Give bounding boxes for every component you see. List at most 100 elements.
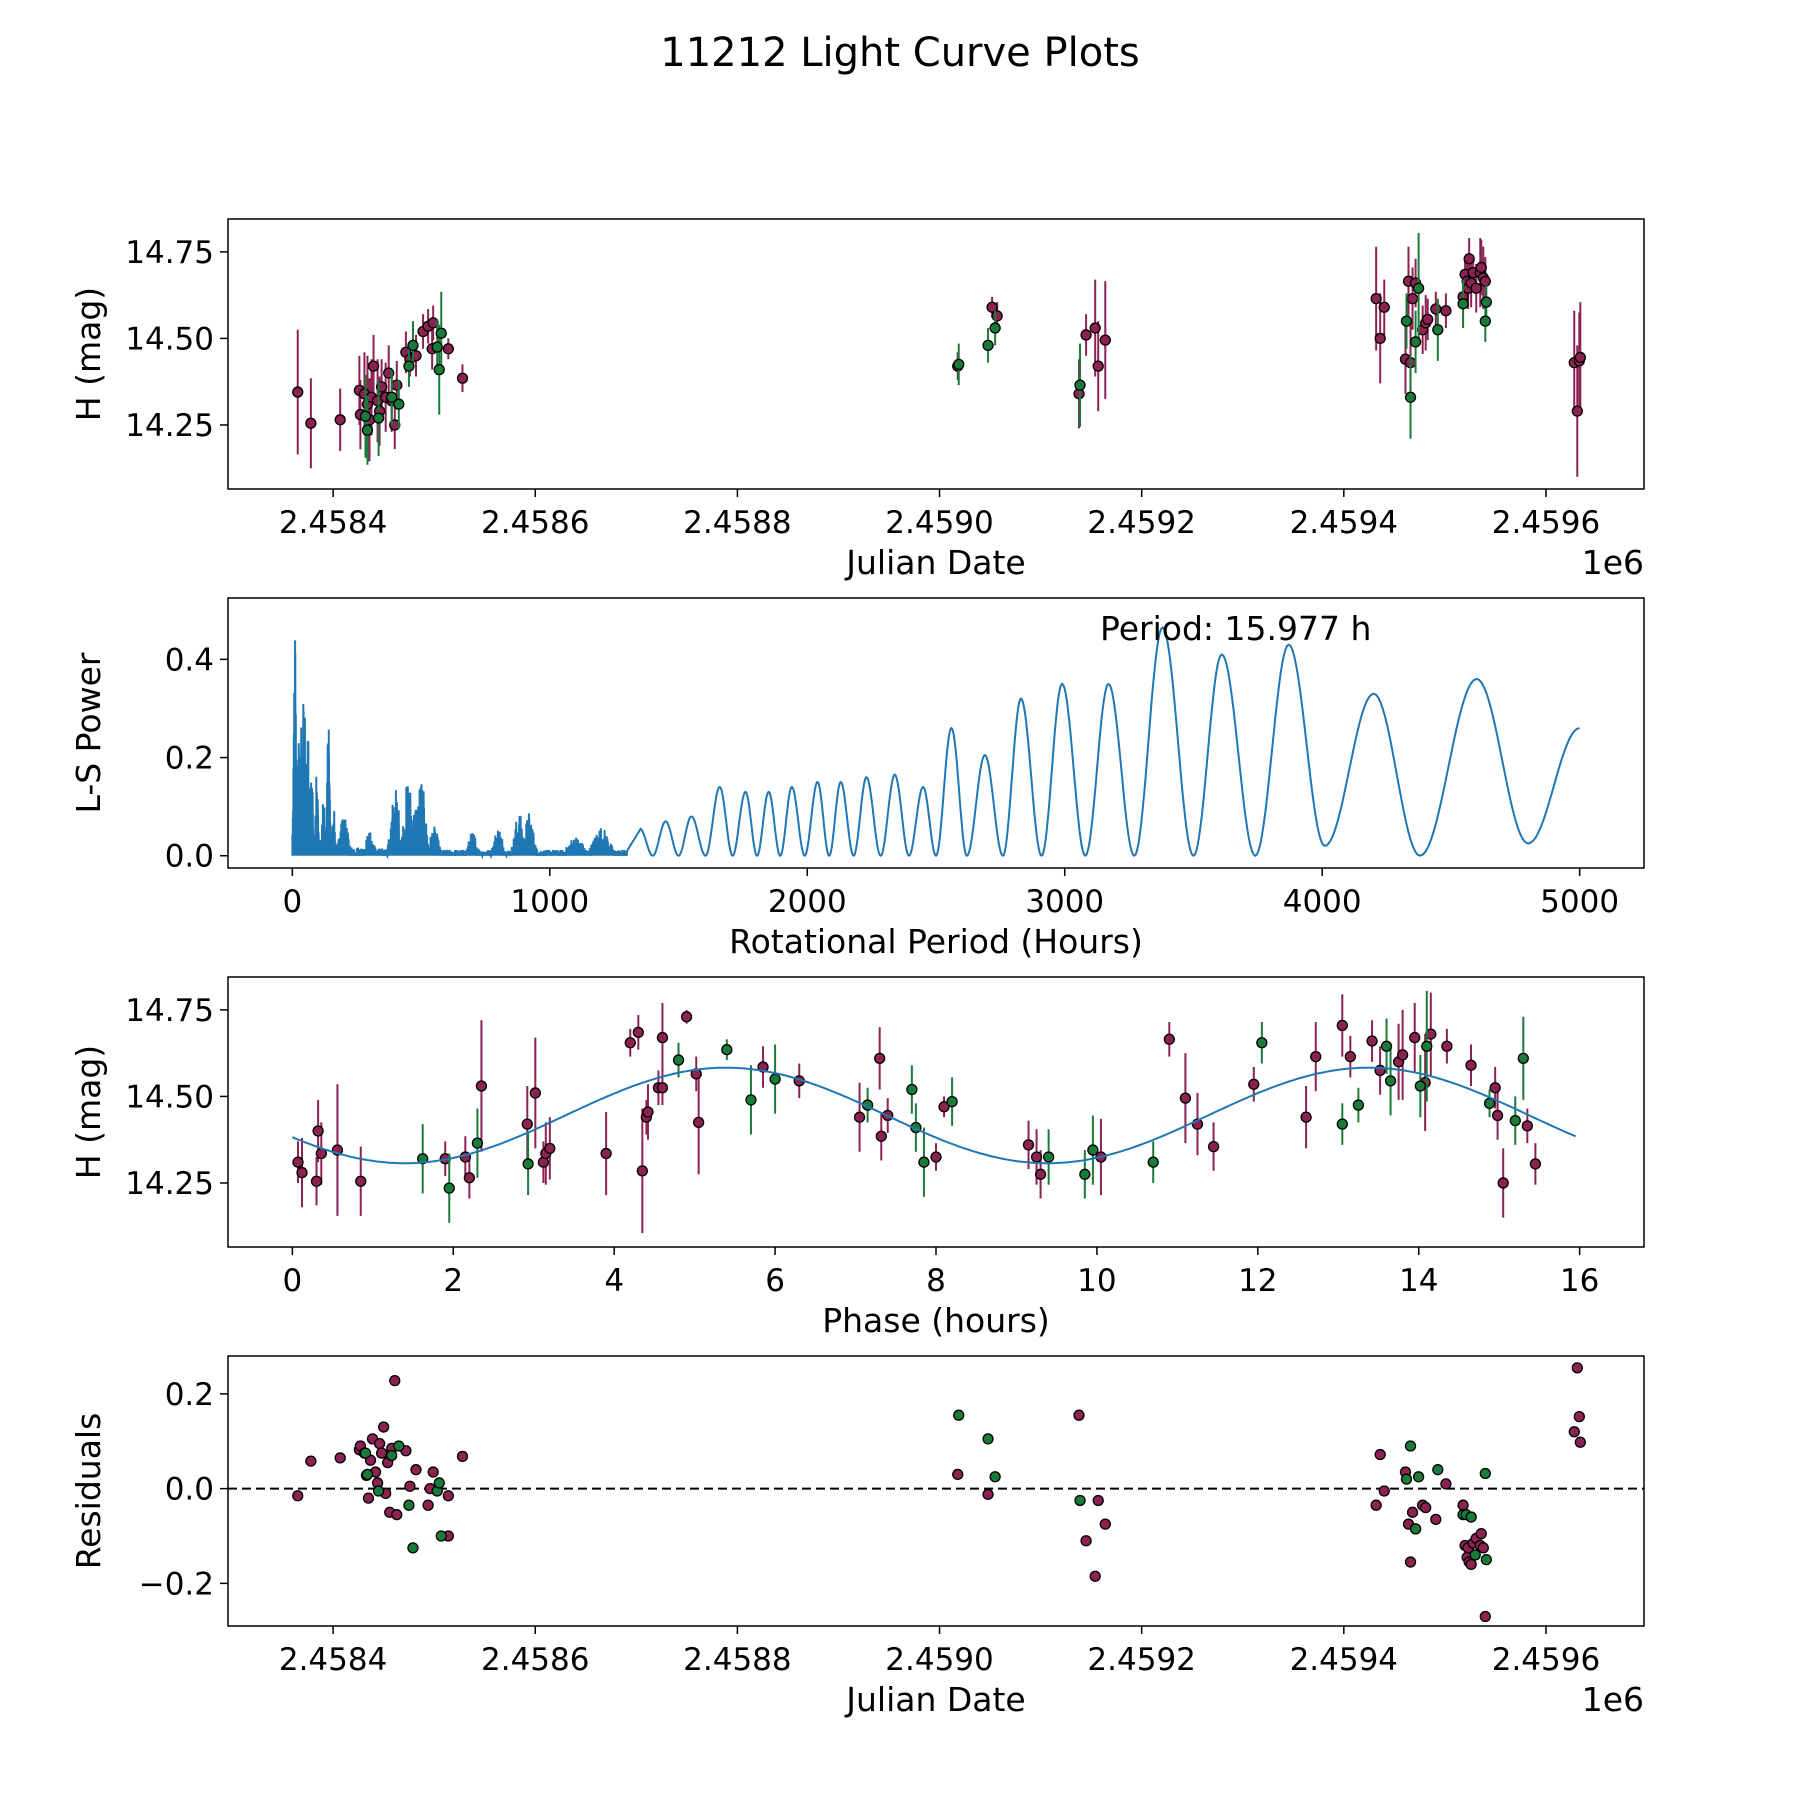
data-point	[656, 1082, 669, 1094]
data-point	[1374, 332, 1386, 345]
x-tick-label: 1000	[510, 884, 589, 920]
x-axis-label: Julian Date	[844, 1680, 1026, 1719]
y-tick-label: 0.0	[165, 839, 214, 875]
data-point	[1179, 1092, 1192, 1104]
data-point	[1406, 1506, 1419, 1518]
x-axis-offset-label: 1e6	[1582, 543, 1644, 582]
data-point	[745, 1094, 757, 1106]
session-b-series	[359, 1409, 1492, 1566]
y-axis-label: H (mag)	[69, 287, 108, 421]
data-point	[1147, 1156, 1159, 1168]
data-point	[1378, 301, 1390, 313]
data-point	[1089, 1570, 1101, 1582]
session-b-series	[359, 232, 1492, 465]
data-point	[1574, 351, 1586, 364]
x-tick-label: 2.4584	[279, 505, 387, 541]
data-point	[875, 1130, 887, 1142]
data-point	[1475, 261, 1487, 274]
data-point	[417, 1153, 429, 1165]
data-point	[1087, 1144, 1099, 1156]
data-point	[874, 1052, 886, 1064]
data-point	[1248, 1078, 1260, 1090]
data-point	[471, 1137, 484, 1149]
y-axis-label: Residuals	[69, 1413, 108, 1570]
data-point	[1480, 1554, 1492, 1566]
data-point	[1030, 1151, 1043, 1163]
data-point	[1080, 329, 1092, 341]
data-point	[938, 1101, 950, 1113]
data-point	[361, 424, 374, 436]
phase-folded-axes: 0 2 4 6 8 10 12 14 16 14.25 14.50 14.75 Phase (hours…	[69, 976, 1645, 1340]
y-tick-label: −0.2	[139, 1566, 214, 1602]
data-point	[296, 1166, 308, 1179]
data-point	[305, 1455, 317, 1467]
data-point	[1099, 334, 1111, 346]
data-point	[373, 1437, 386, 1450]
data-point	[404, 1480, 416, 1492]
data-point	[1422, 313, 1434, 326]
data-point	[1370, 292, 1382, 305]
x-tick-label: 14	[1399, 1263, 1438, 1299]
data-point	[930, 1151, 942, 1163]
data-point	[1404, 1440, 1417, 1452]
residuals-frame	[227, 1355, 1645, 1627]
x-tick-label: 2.4586	[481, 505, 589, 541]
data-point	[443, 1182, 455, 1194]
model-fit-curve	[292, 1066, 1576, 1165]
data-point	[721, 1044, 733, 1056]
data-point	[407, 339, 419, 351]
data-point	[1412, 282, 1425, 294]
data-point	[1380, 1040, 1393, 1052]
x-tick-label: 2.4592	[1087, 1642, 1195, 1678]
periodogram-line	[626, 626, 1580, 858]
session-a-series	[292, 238, 1586, 477]
data-point	[1497, 1177, 1509, 1189]
data-point	[544, 1142, 556, 1154]
data-point	[292, 1490, 304, 1502]
data-point	[1573, 1410, 1585, 1423]
light-curve-axes: 2.4584 2.4586 2.4588 2.4590 2.4592 2.4594 2.45…	[69, 218, 1645, 582]
data-point	[463, 1172, 476, 1184]
data-point	[1465, 1059, 1477, 1071]
data-point	[946, 1095, 958, 1108]
data-point	[1469, 1549, 1481, 1561]
data-point	[680, 1011, 693, 1023]
data-point	[1034, 1168, 1047, 1180]
periodogram-frame	[227, 597, 1645, 869]
data-point	[1336, 1118, 1348, 1130]
x-axis-label: Rotational Period (Hours)	[729, 922, 1143, 961]
data-point	[1477, 1542, 1489, 1554]
periodogram-axes: 0 1000 2000 3000 4000 5000 0.0 0.2 0.4 Rotational…	[69, 597, 1645, 961]
data-point	[1571, 405, 1583, 417]
x-tick-label: 2.4590	[885, 1642, 993, 1678]
data-point	[355, 1175, 367, 1187]
data-point	[642, 1106, 654, 1118]
data-point	[386, 391, 398, 403]
data-point	[334, 414, 346, 426]
x-tick-label: 10	[1077, 1263, 1116, 1299]
data-point	[1409, 336, 1422, 348]
data-point	[1207, 1140, 1220, 1153]
data-point	[435, 327, 447, 339]
data-point	[636, 1165, 648, 1177]
data-point	[1412, 1471, 1425, 1483]
y-tick-label: 0.0	[165, 1472, 214, 1508]
data-point	[953, 1409, 965, 1421]
x-tick-label: 2.4590	[885, 505, 993, 541]
data-point	[403, 1499, 415, 1511]
data-point	[1430, 1513, 1442, 1526]
data-point	[1571, 1362, 1583, 1374]
data-point	[1336, 1019, 1348, 1032]
data-point	[1352, 1099, 1365, 1111]
data-point	[456, 372, 469, 384]
data-point	[1370, 1499, 1382, 1511]
data-point	[372, 1485, 385, 1497]
y-tick-label: 0.4	[165, 642, 214, 678]
data-point	[1479, 315, 1491, 327]
y-tick-label: 14.75	[125, 235, 214, 271]
data-point	[953, 358, 965, 371]
data-point	[1099, 1518, 1111, 1530]
data-point	[918, 1156, 930, 1168]
data-point	[1163, 1033, 1175, 1045]
